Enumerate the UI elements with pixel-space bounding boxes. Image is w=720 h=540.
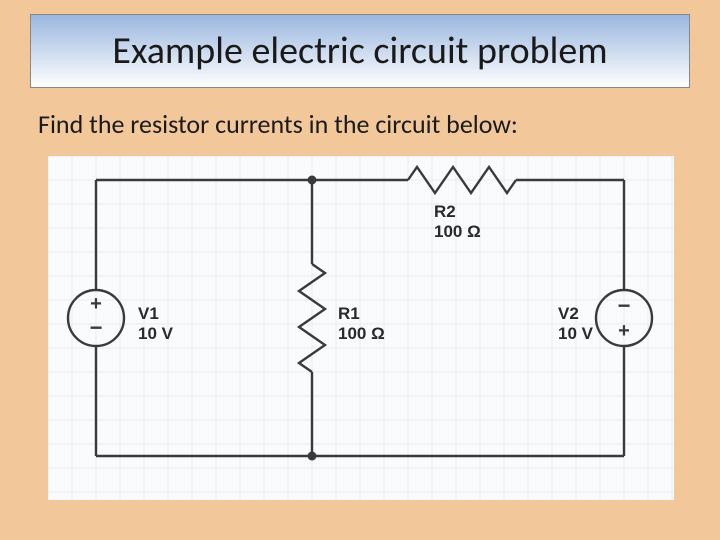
svg-text:+: + — [90, 293, 102, 315]
label-v2-value: 10 V — [558, 324, 593, 343]
label-r1-name: R1 — [338, 304, 360, 323]
title-bar: Example electric circuit problem — [30, 14, 690, 88]
label-v1: V1 10 V — [138, 304, 173, 345]
label-r2: R2 100 Ω — [434, 202, 481, 243]
label-v2-name: V2 — [558, 304, 579, 323]
slide-title: Example electric circuit problem — [112, 28, 607, 74]
label-v1-value: 10 V — [138, 324, 173, 343]
slide: Example electric circuit problem Find th… — [0, 0, 720, 540]
label-r2-name: R2 — [434, 202, 456, 221]
label-v1-name: V1 — [138, 304, 159, 323]
svg-text:+: + — [618, 320, 630, 342]
svg-text:−: − — [618, 293, 631, 318]
label-v2: V2 10 V — [558, 304, 593, 345]
slide-subtitle: Find the resistor currents in the circui… — [38, 108, 518, 140]
circuit-diagram: +−−+ V1 10 V V2 10 V R1 100 Ω R2 100 Ω — [48, 156, 674, 500]
label-r1-value: 100 Ω — [338, 324, 385, 343]
svg-text:−: − — [90, 315, 103, 340]
label-r2-value: 100 Ω — [434, 222, 481, 241]
label-r1: R1 100 Ω — [338, 304, 385, 345]
